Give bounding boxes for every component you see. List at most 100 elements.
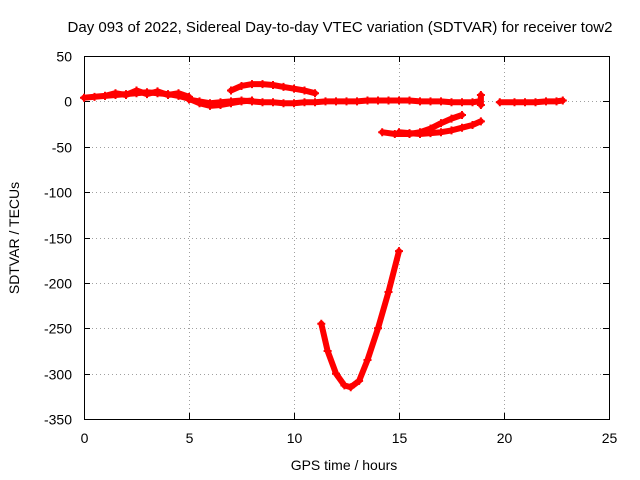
data-point	[206, 99, 214, 108]
data-point	[311, 89, 319, 98]
y-tick-label: -150	[44, 231, 72, 247]
data-point	[279, 82, 288, 91]
data-point	[111, 89, 120, 98]
data-point	[437, 97, 445, 106]
data-point	[395, 128, 403, 137]
data-point	[332, 97, 340, 106]
data-point	[248, 80, 256, 89]
data-point	[355, 376, 364, 385]
data-point	[384, 96, 393, 105]
y-tick-label: -250	[44, 321, 72, 337]
y-tick-label: -100	[44, 185, 72, 201]
data-point	[384, 287, 393, 296]
data-point	[153, 87, 162, 96]
y-tick-label: 50	[56, 49, 72, 65]
data-point	[132, 86, 141, 95]
data-point	[143, 90, 151, 99]
data-point	[416, 130, 424, 139]
data-point	[227, 86, 235, 95]
data-point	[342, 97, 351, 106]
data-point	[476, 101, 485, 110]
y-axis-label: SDTVAR / TECUs	[6, 182, 22, 294]
data-point	[468, 120, 477, 129]
series-track-4	[227, 80, 319, 98]
series-line	[318, 248, 402, 391]
data-point	[353, 97, 361, 106]
data-point	[122, 91, 130, 100]
data-point	[340, 381, 349, 390]
data-point	[323, 346, 332, 355]
data-point	[476, 91, 485, 100]
data-point	[269, 98, 277, 107]
data-point	[80, 93, 88, 102]
data-point	[437, 119, 445, 128]
data-point	[216, 98, 225, 107]
data-point	[237, 96, 246, 105]
chart-title: Day 093 of 2022, Sidereal Day-to-day VTE…	[68, 19, 613, 36]
data-point	[458, 110, 466, 119]
series-track-3	[185, 95, 483, 108]
data-point	[248, 97, 256, 106]
data-point	[311, 98, 319, 107]
data-point	[542, 97, 550, 106]
data-point	[476, 117, 485, 126]
y-tick-label: -50	[52, 140, 72, 156]
data-point	[416, 97, 424, 106]
series-group	[80, 80, 567, 392]
series-track-9	[317, 247, 403, 392]
data-point	[495, 98, 504, 107]
data-point	[374, 324, 382, 333]
data-point	[346, 383, 355, 392]
x-tick-label: 0	[81, 430, 89, 446]
x-axis-label: GPS time / hours	[291, 457, 398, 473]
data-point	[531, 98, 540, 107]
plot-frame	[84, 56, 610, 420]
data-point	[164, 91, 172, 100]
series-track-8	[495, 96, 567, 107]
series-track-7	[395, 117, 485, 139]
data-point	[378, 128, 387, 137]
grid-lines	[84, 56, 609, 419]
x-tick-label: 5	[186, 430, 194, 446]
data-point	[426, 129, 435, 138]
x-tick-label: 15	[392, 430, 408, 446]
data-point	[269, 81, 277, 90]
data-point	[510, 98, 519, 107]
axis-ticks: 0 5 10 15 20 25 50 0 -50 -100 -150 -200 -250 -300 -350	[44, 49, 618, 447]
series-track-5	[476, 91, 485, 110]
data-point	[332, 369, 340, 378]
x-tick-label: 20	[497, 430, 513, 446]
data-point	[90, 92, 99, 101]
data-point	[395, 96, 403, 105]
data-point	[174, 89, 183, 98]
data-point	[258, 98, 267, 107]
data-point	[426, 97, 435, 106]
data-point	[447, 126, 456, 135]
data-point	[290, 84, 298, 93]
data-point	[185, 95, 193, 104]
data-point	[300, 86, 309, 95]
data-point	[195, 97, 204, 106]
data-point	[447, 114, 456, 123]
x-tick-label: 25	[602, 430, 618, 446]
data-point	[405, 129, 414, 138]
data-point	[227, 97, 235, 106]
data-point	[279, 99, 288, 108]
data-point	[447, 98, 456, 107]
data-point	[237, 81, 246, 90]
data-point	[300, 98, 309, 107]
data-point	[558, 96, 567, 105]
data-point	[458, 123, 466, 132]
data-point	[521, 98, 529, 107]
y-tick-label: -200	[44, 276, 72, 292]
series-track-2	[101, 86, 193, 101]
data-point	[395, 247, 403, 256]
data-point	[290, 99, 298, 108]
y-tick-label: 0	[64, 94, 72, 110]
data-point	[321, 97, 330, 106]
data-point	[437, 128, 445, 137]
data-point	[317, 319, 326, 328]
data-point	[374, 96, 382, 105]
